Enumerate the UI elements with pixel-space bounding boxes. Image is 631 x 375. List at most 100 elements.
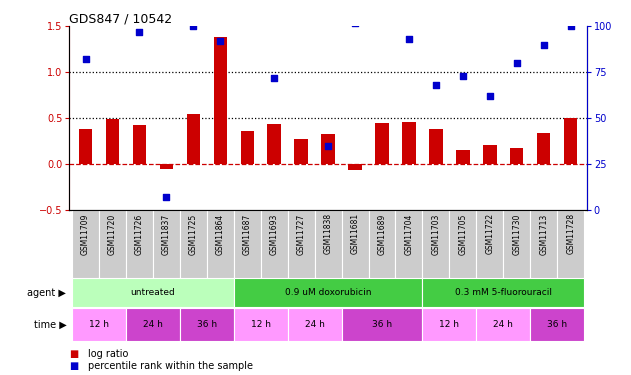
- Text: GSM11689: GSM11689: [377, 213, 387, 255]
- Point: [215, 38, 225, 44]
- Point: [269, 75, 280, 81]
- Bar: [564, 118, 577, 164]
- Bar: [537, 133, 550, 164]
- Text: GSM11704: GSM11704: [404, 213, 413, 255]
- Point: [107, 0, 117, 5]
- Bar: [422, 278, 584, 307]
- FancyBboxPatch shape: [72, 210, 99, 278]
- Bar: [456, 150, 469, 164]
- FancyBboxPatch shape: [234, 210, 261, 278]
- Text: 24 h: 24 h: [493, 320, 513, 329]
- Point: [539, 42, 549, 48]
- FancyBboxPatch shape: [99, 210, 126, 278]
- Text: GSM11864: GSM11864: [216, 213, 225, 255]
- Point: [134, 29, 144, 35]
- Text: GSM11838: GSM11838: [324, 213, 333, 255]
- Bar: [180, 308, 234, 340]
- Text: time ▶: time ▶: [33, 320, 66, 329]
- Point: [485, 93, 495, 99]
- Bar: [476, 308, 530, 340]
- Text: GSM11837: GSM11837: [162, 213, 171, 255]
- Point: [404, 36, 414, 42]
- Point: [431, 82, 441, 88]
- Bar: [234, 308, 288, 340]
- Text: GSM11728: GSM11728: [566, 213, 575, 255]
- Text: GSM11709: GSM11709: [81, 213, 90, 255]
- Text: untreated: untreated: [131, 288, 175, 297]
- FancyBboxPatch shape: [126, 210, 153, 278]
- Bar: [106, 119, 119, 164]
- FancyBboxPatch shape: [476, 210, 504, 278]
- Point: [162, 194, 172, 200]
- Point: [458, 73, 468, 79]
- FancyBboxPatch shape: [449, 210, 476, 278]
- Point: [296, 0, 306, 2]
- Text: 24 h: 24 h: [305, 320, 324, 329]
- Point: [377, 12, 387, 18]
- Bar: [288, 308, 341, 340]
- Bar: [213, 37, 227, 164]
- Bar: [341, 308, 422, 340]
- FancyBboxPatch shape: [396, 210, 422, 278]
- Text: 12 h: 12 h: [439, 320, 459, 329]
- Bar: [429, 129, 443, 164]
- Bar: [422, 308, 476, 340]
- Bar: [483, 145, 497, 164]
- Text: GSM11693: GSM11693: [269, 213, 279, 255]
- Bar: [187, 114, 200, 164]
- Text: ■: ■: [69, 350, 79, 359]
- Bar: [234, 278, 422, 307]
- Text: GSM11727: GSM11727: [297, 213, 305, 255]
- Text: GSM11726: GSM11726: [135, 213, 144, 255]
- Bar: [348, 164, 362, 171]
- Text: 12 h: 12 h: [89, 320, 109, 329]
- FancyBboxPatch shape: [504, 210, 530, 278]
- Bar: [295, 139, 308, 164]
- Bar: [321, 134, 335, 164]
- Text: agent ▶: agent ▶: [27, 288, 66, 297]
- Text: 0.3 mM 5-fluorouracil: 0.3 mM 5-fluorouracil: [455, 288, 551, 297]
- FancyBboxPatch shape: [422, 210, 449, 278]
- FancyBboxPatch shape: [207, 210, 234, 278]
- FancyBboxPatch shape: [369, 210, 396, 278]
- Point: [188, 23, 198, 29]
- Point: [565, 23, 575, 29]
- Text: 12 h: 12 h: [251, 320, 271, 329]
- Point: [323, 143, 333, 149]
- Text: 36 h: 36 h: [197, 320, 217, 329]
- Text: GSM11705: GSM11705: [458, 213, 468, 255]
- Text: 36 h: 36 h: [547, 320, 567, 329]
- FancyBboxPatch shape: [557, 210, 584, 278]
- Point: [81, 56, 91, 62]
- Text: GSM11687: GSM11687: [243, 213, 252, 255]
- Bar: [133, 126, 146, 164]
- Point: [512, 60, 522, 66]
- Text: GSM11730: GSM11730: [512, 213, 521, 255]
- Text: GSM11681: GSM11681: [351, 213, 360, 255]
- Text: GSM11713: GSM11713: [540, 213, 548, 255]
- FancyBboxPatch shape: [261, 210, 288, 278]
- Bar: [402, 122, 416, 164]
- Text: GDS847 / 10542: GDS847 / 10542: [69, 12, 172, 25]
- Text: 36 h: 36 h: [372, 320, 392, 329]
- Text: GSM11722: GSM11722: [485, 213, 494, 255]
- Text: percentile rank within the sample: percentile rank within the sample: [88, 361, 253, 370]
- Bar: [72, 308, 126, 340]
- Text: GSM11703: GSM11703: [432, 213, 440, 255]
- Bar: [72, 278, 234, 307]
- FancyBboxPatch shape: [315, 210, 341, 278]
- Bar: [268, 124, 281, 164]
- Bar: [160, 164, 173, 169]
- Bar: [240, 131, 254, 164]
- Text: GSM11720: GSM11720: [108, 213, 117, 255]
- Text: ■: ■: [69, 361, 79, 370]
- Text: GSM11725: GSM11725: [189, 213, 198, 255]
- FancyBboxPatch shape: [180, 210, 207, 278]
- Bar: [126, 308, 180, 340]
- Bar: [530, 308, 584, 340]
- Bar: [375, 123, 389, 164]
- Bar: [510, 147, 524, 164]
- Text: log ratio: log ratio: [88, 350, 129, 359]
- Point: [242, 5, 252, 11]
- Point: [350, 20, 360, 26]
